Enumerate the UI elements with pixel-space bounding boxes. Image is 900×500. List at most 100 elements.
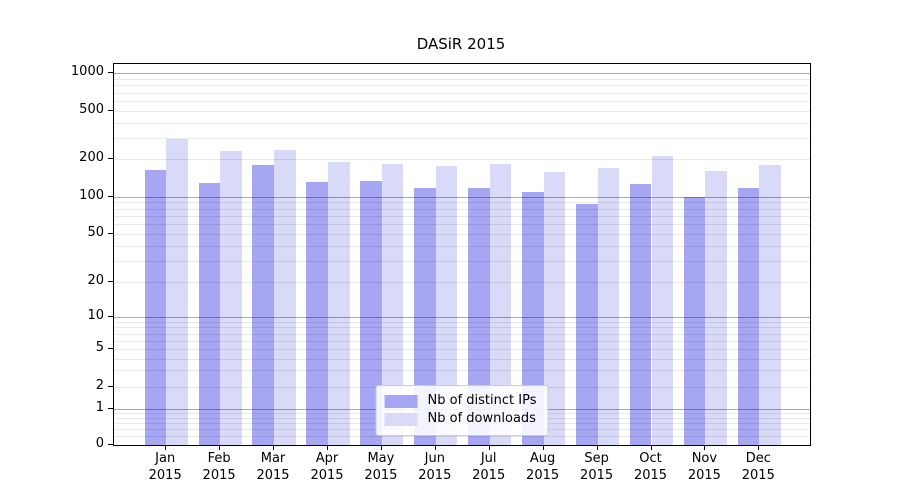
gridline-minor	[114, 92, 810, 94]
gridline-minor	[114, 260, 810, 262]
x-tick-month: Nov	[691, 451, 718, 466]
y-tick-mark	[108, 195, 113, 197]
gridline-major	[114, 196, 810, 198]
x-tick-label-oct: Oct 2015	[623, 450, 679, 484]
bar-downloads-jul	[489, 164, 512, 445]
gridline-minor	[114, 436, 810, 438]
y-tick-label-1000: 1000	[70, 64, 104, 80]
x-tick-label-mar: Mar 2015	[245, 450, 301, 484]
x-tick-year: 2015	[148, 468, 182, 483]
legend-swatch-distinct-ips-icon	[384, 394, 418, 408]
x-tick-mark	[273, 445, 274, 450]
x-tick-mark	[165, 445, 167, 450]
x-tick-mark	[542, 445, 544, 450]
legend-entry-distinct-ips: Nb of distinct IPs	[384, 393, 537, 409]
x-tick-label-jun: Jun 2015	[407, 450, 463, 484]
bar-downloads-dec	[759, 165, 781, 445]
x-tick-month: Feb	[207, 451, 231, 466]
x-tick-mark	[596, 445, 598, 450]
x-tick-year: 2015	[310, 468, 344, 483]
gridline-minor	[114, 245, 810, 247]
bar-downloads-aug	[543, 171, 566, 445]
x-tick-month: Jul	[480, 451, 497, 466]
y-tick-mark	[108, 444, 113, 445]
x-tick-year: 2015	[364, 468, 398, 483]
y-tick-label-1: 1	[95, 399, 104, 415]
bar-distinct-ips-mar	[252, 165, 274, 445]
gridline-minor	[114, 358, 810, 360]
x-tick-label-may: May 2015	[353, 450, 409, 484]
gridline-minor	[114, 85, 810, 87]
gridline-minor	[114, 208, 810, 210]
legend: Nb of distinct IPs Nb of downloads	[375, 385, 549, 436]
gridline-minor	[114, 282, 810, 283]
gridline-minor	[114, 202, 810, 204]
y-tick-mark	[108, 158, 113, 160]
x-tick-label-jul: Jul 2015	[461, 450, 517, 484]
bar-distinct-ips-apr	[306, 181, 328, 445]
x-tick-month: Apr	[315, 451, 339, 466]
gridline-minor	[114, 101, 810, 103]
bar-downloads-feb	[220, 151, 242, 445]
bar-downloads-jun	[435, 165, 458, 445]
x-tick-label-dec: Dec 2015	[730, 450, 786, 484]
bar-distinct-ips-may	[360, 180, 382, 445]
bar-distinct-ips-feb	[198, 182, 221, 445]
x-tick-month: Dec	[745, 451, 771, 466]
x-tick-year: 2015	[472, 468, 506, 483]
y-tick-mark	[108, 72, 113, 74]
y-tick-label-500: 500	[79, 102, 104, 117]
x-tick-label-feb: Feb 2015	[191, 450, 247, 484]
gridline-minor	[114, 159, 810, 161]
gridline-minor	[114, 215, 810, 217]
x-tick-month: Jan	[155, 451, 176, 466]
x-tick-year: 2015	[687, 468, 721, 483]
bar-distinct-ips-jan	[144, 169, 167, 445]
x-tick-label-nov: Nov 2015	[676, 450, 732, 484]
y-tick-label-2: 2	[95, 378, 104, 393]
bar-downloads-may	[381, 163, 404, 445]
x-tick-month: Jun	[424, 451, 445, 466]
legend-label-distinct-ips: Nb of distinct IPs	[427, 393, 537, 408]
y-tick-label-20: 20	[87, 273, 104, 288]
x-tick-mark	[704, 445, 706, 450]
x-tick-year: 2015	[256, 468, 290, 483]
bar-distinct-ips-dec	[737, 187, 760, 445]
x-tick-year: 2015	[741, 468, 775, 483]
x-tick-label-aug: Aug 2015	[515, 450, 571, 484]
bars-layer	[114, 64, 810, 445]
bar-downloads-mar	[274, 149, 296, 445]
legend-swatch-downloads-icon	[384, 412, 418, 426]
x-tick-year: 2015	[580, 468, 614, 483]
bar-downloads-jan	[166, 139, 188, 445]
grid-layer	[114, 64, 810, 445]
bar-downloads-nov	[705, 170, 727, 445]
bar-downloads-apr	[328, 161, 350, 445]
x-tick-label-sep: Sep 2015	[569, 450, 625, 484]
plot-area: Nb of distinct IPs Nb of downloads	[113, 63, 811, 446]
gridline-minor	[114, 370, 810, 372]
y-tick-mark	[108, 348, 113, 350]
y-tick-mark	[108, 110, 113, 111]
x-tick-month: Sep	[584, 451, 609, 466]
gridline-minor	[114, 122, 810, 124]
y-tick-label-200: 200	[79, 150, 104, 166]
x-tick-mark	[758, 445, 760, 450]
y-tick-label-10: 10	[87, 307, 104, 323]
chart-title: DASiR 2015	[416, 35, 506, 53]
y-tick-mark	[108, 315, 113, 317]
legend-label-downloads: Nb of downloads	[427, 411, 536, 426]
bar-distinct-ips-jul	[468, 188, 490, 445]
y-tick-label-0: 0	[95, 436, 104, 451]
y-tick-mark	[108, 407, 113, 409]
bar-distinct-ips-nov	[683, 196, 706, 445]
x-tick-mark	[434, 445, 436, 450]
x-tick-month: May	[367, 451, 395, 466]
x-tick-mark	[327, 445, 328, 450]
gridline-major	[114, 73, 810, 75]
gridline-minor	[114, 327, 810, 329]
gridline-minor	[114, 333, 810, 335]
x-tick-month: Oct	[639, 451, 662, 466]
gridline-major	[114, 316, 810, 318]
